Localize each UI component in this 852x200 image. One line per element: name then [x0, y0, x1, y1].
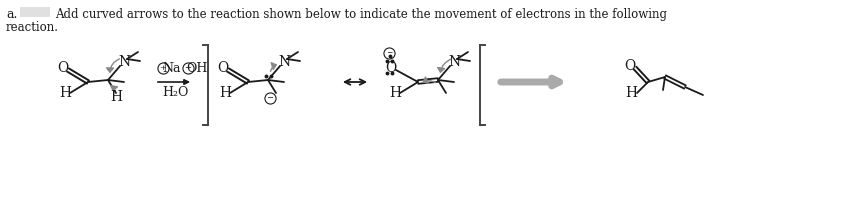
Text: O: O [217, 61, 228, 75]
Text: H: H [59, 86, 71, 100]
Text: −: − [267, 94, 273, 102]
Text: O: O [625, 59, 636, 73]
Text: H₂O: H₂O [162, 86, 188, 99]
FancyBboxPatch shape [20, 7, 50, 17]
Text: H: H [110, 90, 122, 104]
Text: O: O [57, 61, 69, 75]
Text: H: H [219, 86, 231, 100]
Text: Na: Na [163, 62, 181, 74]
Text: +: + [159, 64, 166, 72]
Text: reaction.: reaction. [6, 21, 59, 34]
Text: Add curved arrows to the reaction shown below to indicate the movement of electr: Add curved arrows to the reaction shown … [55, 8, 667, 21]
Text: N: N [278, 55, 290, 69]
Text: OH: OH [187, 62, 208, 74]
Text: O: O [385, 61, 397, 75]
Text: −: − [386, 49, 392, 57]
Text: a.: a. [6, 8, 17, 21]
Text: −: − [185, 64, 192, 72]
Text: N: N [118, 55, 130, 69]
Text: H: H [389, 86, 401, 100]
Text: N: N [448, 55, 460, 69]
Text: H: H [625, 86, 637, 100]
